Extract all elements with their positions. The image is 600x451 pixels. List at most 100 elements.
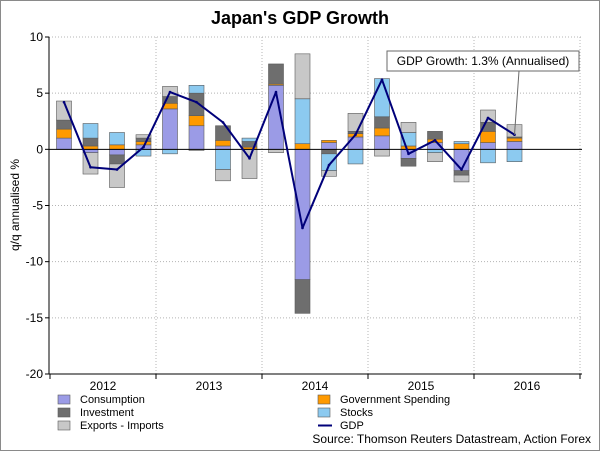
bar-stocks <box>453 141 470 145</box>
chart-title: Japan's GDP Growth <box>211 8 389 28</box>
gdp-point <box>301 226 304 230</box>
bar-government-spending <box>215 140 231 147</box>
bar-exports-imports <box>374 149 390 157</box>
bar-stocks <box>82 123 99 139</box>
bar-investment <box>294 279 311 314</box>
gdp-point <box>380 78 384 81</box>
bar-investment <box>321 149 337 155</box>
gdp-point <box>62 100 66 104</box>
axes: 10 5 0 -5 -10 -15 -20 2012 2013 2014 2015 2016 <box>26 30 582 393</box>
bar-government-spending <box>82 145 99 150</box>
y-tick-label: -20 <box>26 367 44 381</box>
bar-consumption <box>109 149 125 156</box>
legend-label: Exports - Imports <box>80 420 164 432</box>
bar-stocks <box>347 149 364 165</box>
gdp-point <box>354 133 357 137</box>
bar-consumption <box>347 136 364 150</box>
bar-government-spending <box>374 127 390 137</box>
gdp-line-layer <box>62 78 516 230</box>
bar-exports-imports <box>215 169 231 182</box>
bar-exports-imports <box>400 122 417 133</box>
bar-government-spending <box>294 143 311 150</box>
bar-stocks <box>374 78 390 118</box>
bar-stocks <box>321 153 337 171</box>
legend-label: Consumption <box>80 394 145 406</box>
gdp-point <box>460 168 463 171</box>
bar-investment <box>268 63 284 85</box>
gdp-point <box>327 163 331 167</box>
bar-government-spending <box>188 115 205 127</box>
bar-investment <box>109 154 125 165</box>
bar-stocks <box>215 149 231 170</box>
bar-stocks <box>506 149 523 162</box>
bar-investment <box>453 170 470 176</box>
bar-exports-imports <box>268 149 284 154</box>
gdp-point <box>89 166 92 169</box>
legend-label: Stocks <box>340 407 374 419</box>
bar-exports-imports <box>294 53 311 100</box>
y-tick-label: -10 <box>26 255 44 269</box>
gdp-point <box>115 168 119 171</box>
bar-investment <box>188 92 205 116</box>
y-tick-label: 5 <box>36 86 43 100</box>
legend-label: GDP <box>340 420 364 432</box>
bar-exports-imports <box>135 134 152 139</box>
bar-consumption <box>374 135 390 150</box>
source-caption: Source: Thomson Reuters Datastream, Acti… <box>312 432 591 446</box>
bar-exports-imports <box>427 152 443 162</box>
bar-government-spending <box>453 143 470 150</box>
legend-swatch <box>57 394 71 405</box>
bar-consumption <box>56 137 72 150</box>
annotation-text: GDP Growth: 1.3% (Annualised) <box>397 54 570 68</box>
bar-consumption <box>162 108 178 150</box>
gdp-point <box>142 145 145 149</box>
bar-consumption <box>188 125 205 150</box>
legend-swatch <box>317 394 331 405</box>
annotation-pointer <box>514 70 520 135</box>
y-axis-title: q/q annualised % <box>8 159 22 251</box>
annotation-layer: GDP Growth: 1.3% (Annualised) <box>386 50 580 135</box>
x-year-label: 2012 <box>90 379 117 393</box>
x-year-label: 2015 <box>408 379 435 393</box>
bar-consumption <box>321 142 337 150</box>
bar-government-spending <box>109 144 125 150</box>
bar-stocks <box>188 85 205 94</box>
y-tick-label: 0 <box>36 142 43 156</box>
y-tick-label: -5 <box>32 199 43 213</box>
x-year-label: 2016 <box>514 379 541 393</box>
bar-stocks <box>427 149 443 154</box>
gdp-point <box>433 139 437 142</box>
y-tick-label: -15 <box>26 311 44 325</box>
bar-exports-imports <box>321 170 337 177</box>
bar-investment <box>56 119 72 130</box>
bar-stocks <box>162 149 178 155</box>
legend-label: Government Spending <box>340 394 450 406</box>
gdp-point <box>486 116 490 120</box>
legend-swatch <box>57 407 71 418</box>
y-tick-label: 10 <box>30 30 44 44</box>
bar-exports-imports <box>241 149 258 179</box>
bar-consumption <box>506 141 523 150</box>
bar-stocks <box>241 137 258 142</box>
bar-stocks <box>480 149 496 164</box>
x-year-label: 2013 <box>196 379 223 393</box>
bar-government-spending <box>135 141 152 146</box>
bar-consumption <box>480 142 496 150</box>
bar-investment <box>400 158 417 167</box>
bar-consumption <box>215 145 231 150</box>
bar-government-spending <box>506 137 523 142</box>
bar-stocks <box>294 98 311 145</box>
bar-investment <box>374 116 390 129</box>
bar-exports-imports <box>109 163 125 188</box>
bar-government-spending <box>400 145 417 150</box>
gdp-point <box>195 100 198 104</box>
legend-swatch <box>317 407 331 418</box>
bar-investment <box>82 137 99 147</box>
bar-exports-imports <box>453 174 470 183</box>
legend-label: Investment <box>80 407 134 419</box>
bar-government-spending <box>56 128 72 139</box>
bar-government-spending <box>480 131 496 143</box>
annotation-box <box>386 50 580 72</box>
